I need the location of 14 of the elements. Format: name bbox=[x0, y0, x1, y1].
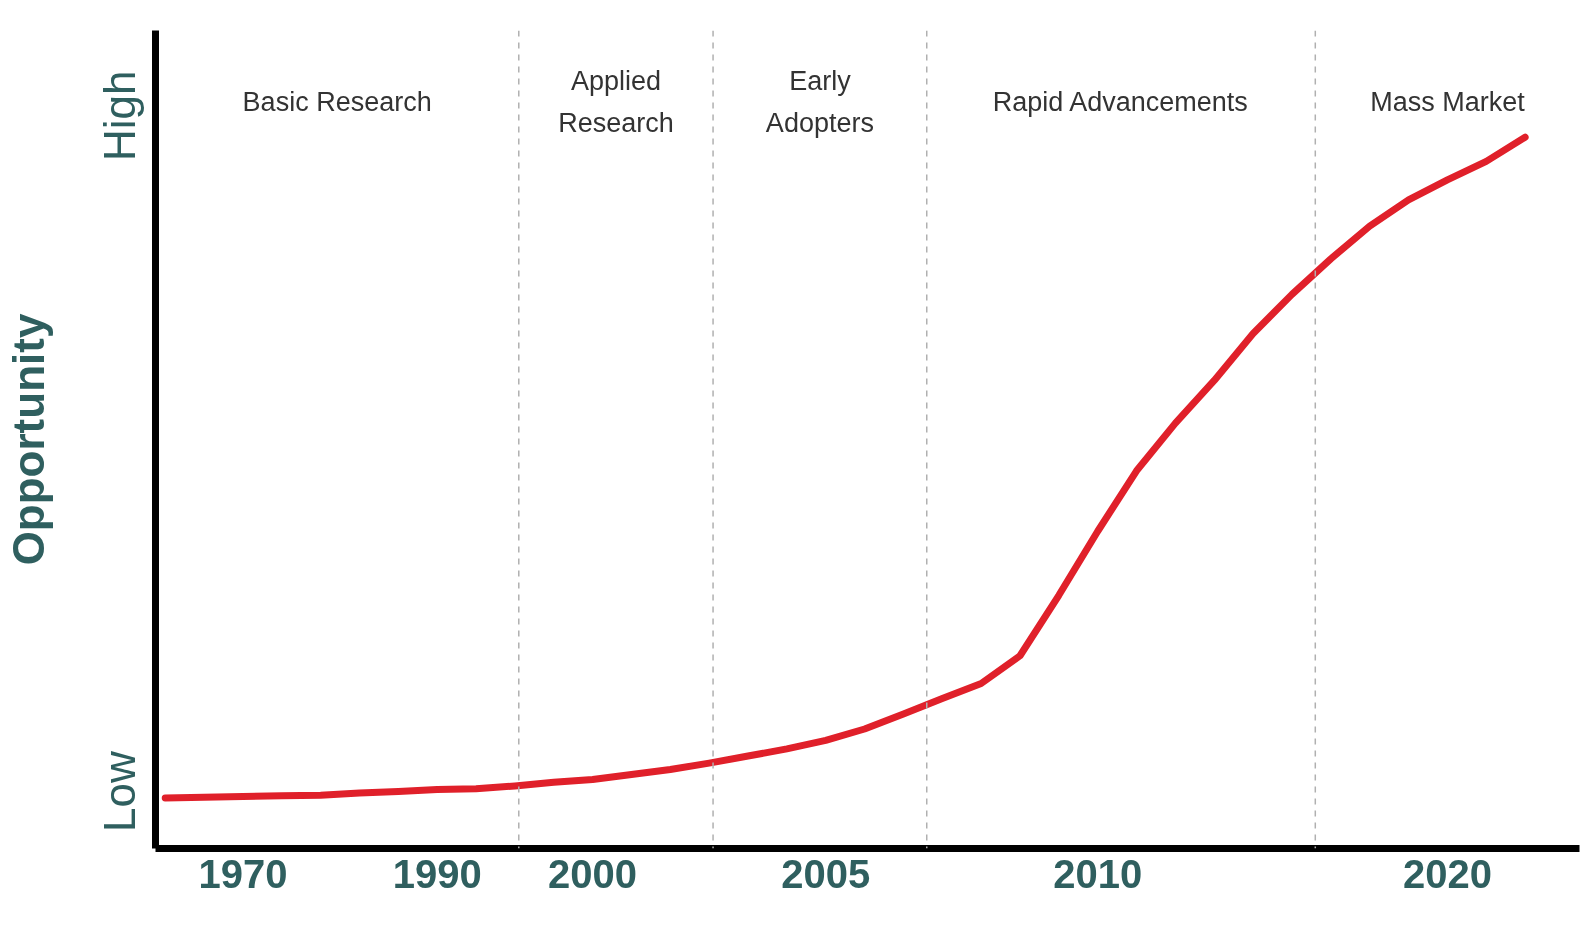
annotation: Applied Research bbox=[558, 66, 674, 139]
x-tick-label: 1990 bbox=[392, 851, 482, 896]
text: Rapid Advancements bbox=[992, 87, 1248, 118]
annotation: Early Adopters bbox=[765, 66, 874, 139]
x-tick-label: 2010 bbox=[1053, 851, 1143, 896]
text: Basic Research bbox=[242, 87, 432, 118]
text: Low bbox=[95, 751, 145, 832]
y-axis-title: Opportunity bbox=[3, 313, 53, 566]
text: High bbox=[95, 70, 145, 162]
x-tick-label: 2000 bbox=[548, 851, 638, 896]
text: Mass Market bbox=[1370, 87, 1526, 118]
x-tick-label: 1970 bbox=[198, 851, 288, 896]
x-tick-label: 2020 bbox=[1402, 851, 1492, 896]
x-tick-label: 2005 bbox=[781, 851, 871, 896]
